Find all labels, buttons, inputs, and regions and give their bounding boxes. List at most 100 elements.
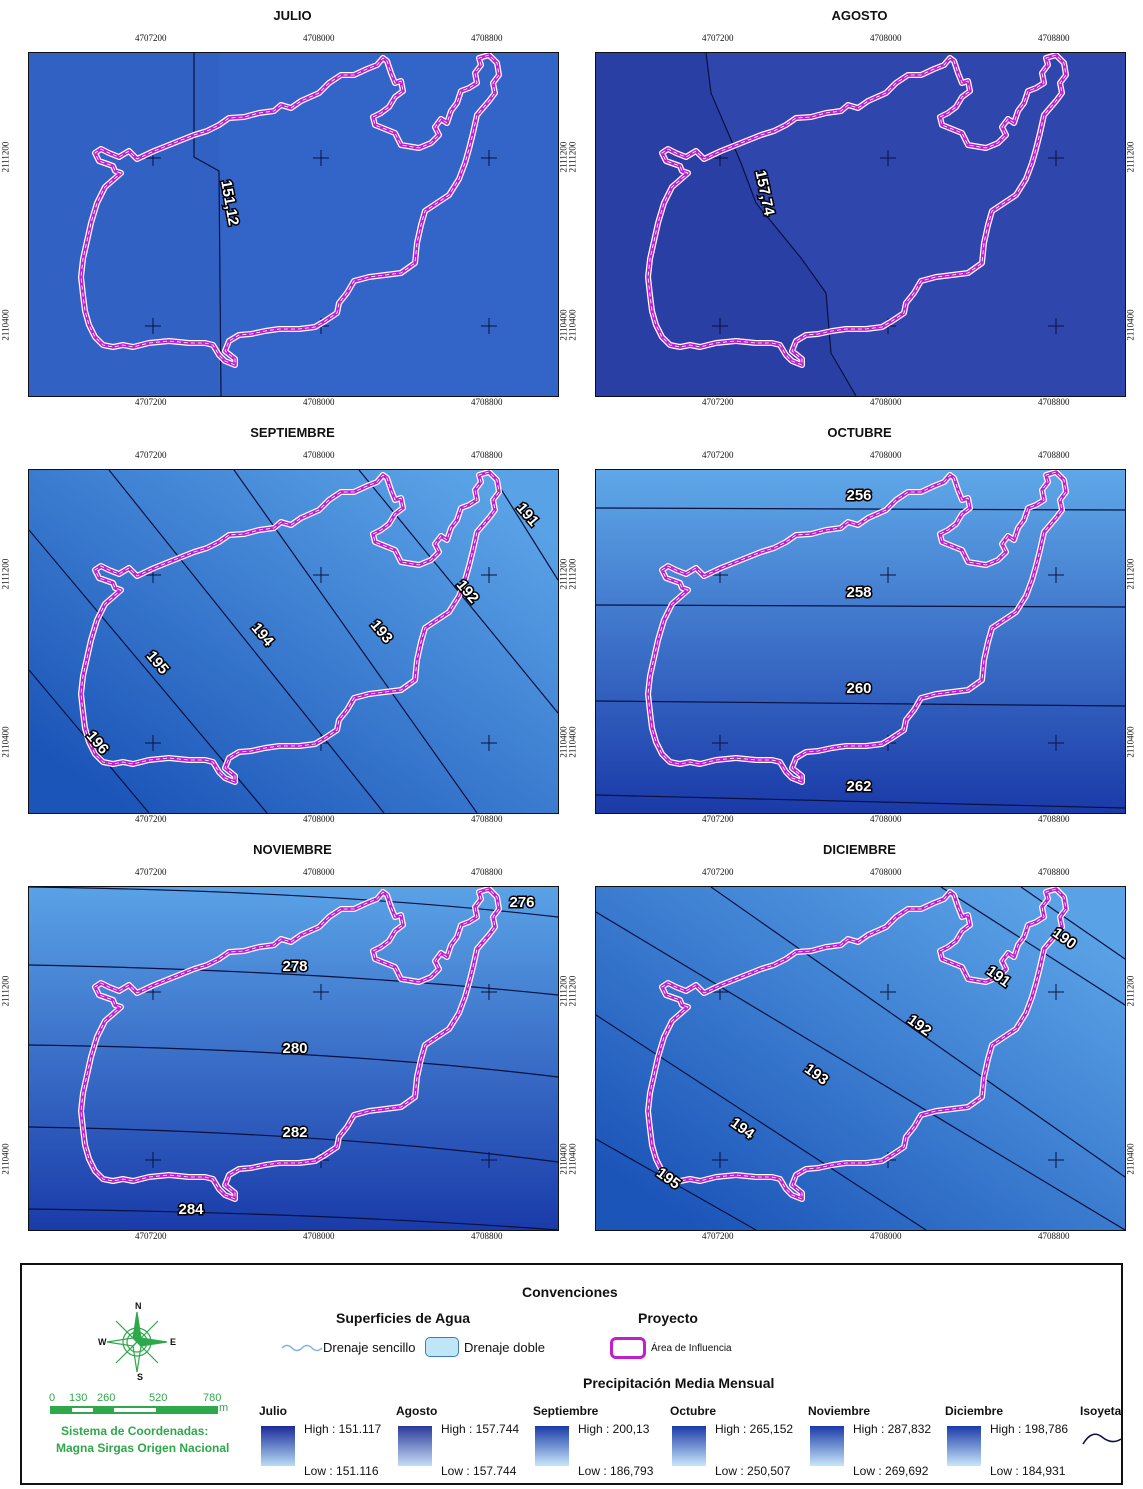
x-tick-bottom: 4708000: [303, 814, 335, 824]
grid-cross: [145, 318, 161, 334]
legend-high-value: High : 151.117: [304, 1422, 382, 1436]
isoline-label: 282: [282, 1124, 307, 1141]
isoline-label: 276: [509, 894, 534, 911]
project-title: Proyecto: [638, 1310, 698, 1326]
isoline: [29, 1208, 558, 1230]
x-tick-top: 4708800: [1038, 33, 1070, 43]
compass-n: N: [135, 1301, 142, 1311]
y-tick-right: 2111200: [1125, 975, 1136, 1007]
grid-cross: [1048, 318, 1064, 334]
grid-cross: [313, 150, 329, 166]
legend-color-ramp: [398, 1426, 432, 1466]
x-tick-bottom: 4708000: [870, 1231, 902, 1241]
legend-low-value: Low : 151.116: [304, 1464, 379, 1478]
x-tick-bottom: 4708800: [471, 397, 503, 407]
legend-high-value: High : 198,786: [990, 1422, 1069, 1436]
x-tick-bottom: 4708000: [870, 814, 902, 824]
legend-month-name: Agosto: [396, 1404, 438, 1418]
coord-system-line1: Sistema de Coordenadas:: [61, 1424, 209, 1438]
x-tick-top: 4708800: [1038, 450, 1070, 460]
isoline: [710, 887, 1125, 1178]
x-tick-bottom: 4707200: [135, 814, 167, 824]
area-influencia-boundary: [80, 888, 500, 1200]
isoline-label: 284: [178, 1201, 204, 1218]
legend-low-value: Low : 157.744: [441, 1464, 517, 1478]
y-tick-left: 2111200: [567, 975, 578, 1007]
isoline: [596, 1138, 757, 1230]
scale-130: 130: [69, 1392, 88, 1404]
isoline: [596, 1014, 927, 1230]
x-tick-bottom: 4708000: [870, 397, 902, 407]
grid-cross: [481, 984, 497, 1000]
x-tick-bottom: 4708000: [303, 397, 335, 407]
map-panel-noviembre: NOVIEMBRE 4707200 4707200 4708000 4708000 470…: [0, 834, 576, 1251]
grid-cross: [880, 567, 896, 583]
area-influencia-label: Área de Influencia: [651, 1343, 732, 1354]
legend-color-ramp: [947, 1426, 981, 1466]
panel-title: OCTUBRE: [827, 425, 892, 440]
isoline: [193, 53, 222, 396]
grid-cross: [880, 984, 896, 1000]
scale-bar: [50, 1406, 218, 1414]
y-tick-right: 2110400: [1125, 726, 1136, 758]
x-tick-top: 4708800: [471, 33, 503, 43]
x-tick-top: 4708000: [303, 33, 335, 43]
x-tick-top: 4707200: [702, 450, 734, 460]
isoline: [940, 887, 1125, 1006]
x-tick-top: 4708000: [303, 450, 335, 460]
grid-cross: [1048, 984, 1064, 1000]
scale-260: 260: [97, 1392, 116, 1404]
map-frame: 276 278 280 282 284: [28, 886, 559, 1231]
isoline: [596, 604, 1125, 608]
precipitation-raster: [29, 470, 558, 813]
x-tick-top: 4708000: [870, 867, 902, 877]
scale-520: 520: [149, 1392, 168, 1404]
isoline: [29, 964, 558, 996]
isoline-label: 278: [282, 958, 307, 975]
legend-color-ramp: [535, 1426, 569, 1466]
isoline: [29, 887, 558, 918]
scale-780: 780: [203, 1392, 222, 1404]
x-tick-bottom: 4708000: [303, 1231, 335, 1241]
legend-high-value: High : 200,13: [578, 1422, 650, 1436]
precipitation-raster: [29, 887, 558, 1230]
map-panel-octubre: OCTUBRE 4707200 4707200 4708000 4708000 47088…: [567, 417, 1143, 834]
y-tick-left: 2110400: [0, 726, 11, 758]
map-frame: 190 191 192 193 194 195: [595, 886, 1126, 1231]
grid-cross: [712, 318, 728, 334]
map-frame: 256 258 260 262: [595, 469, 1126, 814]
map-frame: 151,12: [28, 52, 559, 397]
isoline: [29, 1126, 558, 1163]
panel-title: AGOSTO: [831, 8, 888, 23]
map-panel-diciembre: DICIEMBRE 4707200 4707200 4708000 4708000 470…: [567, 834, 1143, 1251]
map-canvas: 276 278 280 282 284: [29, 887, 558, 1230]
isoline-label: 258: [846, 584, 871, 601]
grid-cross: [481, 150, 497, 166]
grid-cross: [1048, 567, 1064, 583]
grid-cross: [145, 735, 161, 751]
drenaje-sencillo-symbol: [281, 1344, 323, 1352]
map-canvas: 151,12: [29, 53, 558, 396]
precipitation-raster: [596, 887, 1125, 1230]
isoline: [108, 470, 385, 813]
legend-month-name: Diciembre: [945, 1404, 1004, 1418]
precip-title: Precipitación Media Mensual: [583, 1375, 775, 1391]
map-frame: 191 192 193 194 195 196: [28, 469, 559, 814]
isoline-label: 262: [846, 778, 871, 795]
water-title: Superficies de Agua: [336, 1310, 471, 1326]
compass-e: E: [170, 1337, 177, 1347]
area-influencia-boundary: [647, 471, 1067, 783]
isoline-label: 260: [846, 680, 871, 697]
x-tick-top: 4708800: [471, 450, 503, 460]
y-tick-left: 2111200: [567, 558, 578, 590]
drenaje-doble-label: Drenaje doble: [464, 1340, 545, 1355]
x-tick-bottom: 4707200: [702, 814, 734, 824]
scale-0: 0: [49, 1392, 56, 1404]
legend-month-name: Noviembre: [808, 1404, 871, 1418]
y-tick-left: 2111200: [0, 975, 11, 1007]
legend-low-value: Low : 186,793: [578, 1464, 654, 1478]
x-tick-top: 4707200: [135, 450, 167, 460]
panel-title: NOVIEMBRE: [253, 842, 332, 857]
legend-low-value: Low : 184,931: [990, 1464, 1066, 1478]
